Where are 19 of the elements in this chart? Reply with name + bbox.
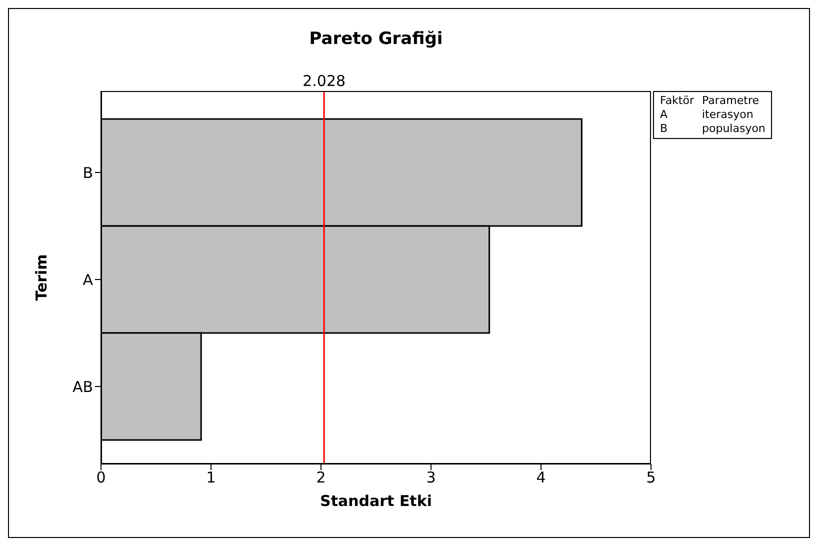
text: Parametre: [702, 94, 760, 108]
text: iterasyon: [702, 108, 754, 122]
x-tick-label: 1: [206, 468, 216, 487]
text: populasyon: [702, 122, 766, 136]
y-tick-label: AB: [72, 378, 93, 396]
y-axis-title: Terim: [32, 254, 50, 301]
text: Faktör: [660, 94, 695, 108]
text: B: [660, 122, 669, 136]
text: A: [660, 108, 669, 122]
chart-title: Pareto Grafiği: [308, 29, 444, 49]
x-tick-label: 3: [426, 468, 436, 487]
x-axis-title: Standart Etki: [320, 492, 432, 510]
x-tick-label: 2: [316, 468, 326, 487]
y-tick-label: B: [82, 164, 93, 182]
ref-line-label: 2.028: [302, 72, 346, 90]
x-tick-label: 4: [536, 468, 546, 487]
x-tick-label: 0: [96, 468, 106, 487]
y-tick-label: A: [82, 270, 94, 289]
x-tick-label: 5: [646, 468, 656, 487]
